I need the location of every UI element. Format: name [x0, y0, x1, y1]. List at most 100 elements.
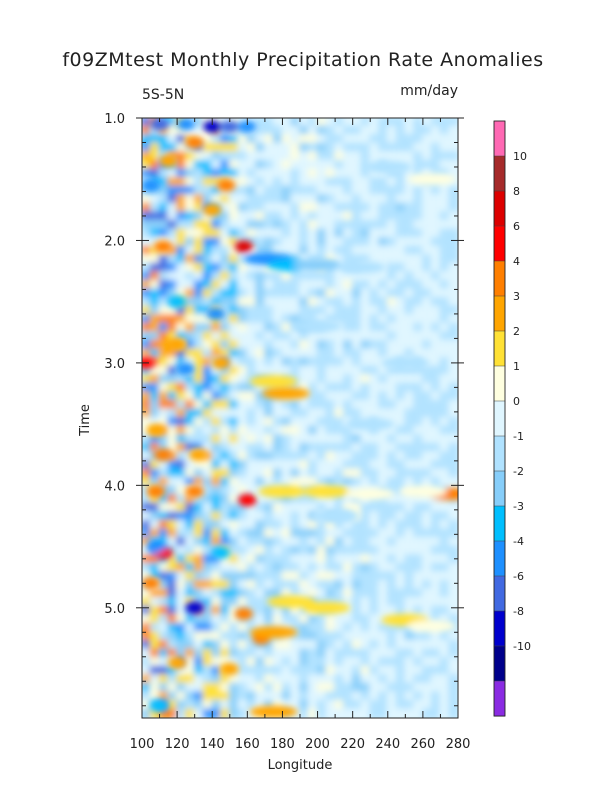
field-cell [334, 579, 345, 591]
field-cell [439, 434, 451, 445]
field-cell [142, 588, 152, 599]
field-cell [167, 331, 179, 342]
field-cell [228, 417, 240, 428]
field-cell [202, 571, 214, 582]
field-cell [246, 194, 258, 205]
field-cell [202, 434, 214, 445]
field-cell [184, 185, 196, 197]
field-cell [413, 305, 424, 317]
field-cell [211, 485, 222, 497]
field-cell [369, 125, 380, 137]
field-cell [142, 408, 152, 419]
field-cell [378, 579, 389, 591]
colorbar-label: -10 [513, 640, 531, 653]
field-cell [281, 237, 293, 248]
field-cell [202, 314, 214, 325]
field-cell [167, 374, 179, 385]
field-cell [202, 254, 214, 265]
field-cell [158, 331, 170, 342]
field-cell [316, 134, 328, 145]
field-cell [167, 194, 179, 205]
field-cell [211, 614, 222, 625]
colorbar-label: -3 [513, 500, 524, 513]
field-cell [448, 202, 458, 214]
field-cell [307, 545, 319, 557]
field-cell [448, 571, 458, 582]
field-cell [202, 245, 214, 257]
field-cell [211, 682, 222, 694]
field-cell [237, 691, 249, 702]
field-cell [176, 194, 187, 205]
field-cell [421, 571, 433, 582]
field-cell [351, 228, 363, 239]
field-cell [263, 118, 275, 128]
field-cell [142, 545, 152, 557]
field-cell [404, 674, 416, 685]
field-cell [167, 665, 179, 677]
field-cell [149, 288, 161, 299]
field-cell [413, 322, 424, 334]
field-cell [281, 365, 293, 377]
field-cell [290, 451, 301, 462]
field-cell [351, 708, 363, 718]
field-cell [263, 477, 275, 488]
field-cell [316, 391, 328, 402]
field-cell [158, 305, 170, 317]
field-cell [395, 194, 407, 205]
field-cell [167, 211, 179, 222]
field-cell [378, 279, 389, 291]
field-cell [342, 151, 354, 162]
field-cell [281, 699, 293, 711]
field-cell [158, 374, 170, 385]
field-cell [211, 674, 222, 685]
field-cell [211, 399, 222, 411]
field-cell [351, 494, 363, 505]
colorbar-swatch [493, 505, 506, 542]
field-cell [299, 699, 310, 711]
field-cell [211, 228, 222, 239]
field-cell [228, 305, 240, 317]
anomaly-feature [261, 387, 310, 400]
field-cell [255, 118, 266, 128]
field-cell [404, 519, 416, 531]
field-cell [193, 262, 205, 274]
field-cell [386, 134, 398, 145]
field-cell [281, 399, 293, 411]
field-cell [176, 254, 187, 265]
field-cell [430, 665, 442, 677]
field-cell [316, 682, 328, 694]
field-cell [325, 502, 337, 514]
field-cell [290, 365, 301, 377]
field-cell [202, 657, 214, 668]
colorbar-swatch [493, 610, 506, 647]
field-cell [351, 459, 363, 471]
field-cell [158, 391, 170, 402]
field-cell [325, 528, 337, 539]
field-cell [334, 245, 345, 257]
field-cell [413, 202, 424, 214]
field-cell [176, 451, 187, 462]
field-cell [404, 657, 416, 668]
field-cell [193, 545, 205, 557]
field-cell [193, 708, 205, 718]
field-cell [448, 322, 458, 334]
field-cell [421, 151, 433, 162]
field-cell [202, 699, 214, 711]
field-cell [430, 185, 442, 197]
field-cell [307, 657, 319, 668]
field-cell [386, 245, 398, 257]
field-cell [386, 151, 398, 162]
field-cell [404, 365, 416, 377]
field-cell [439, 151, 451, 162]
field-cell [369, 614, 380, 625]
field-cell [325, 622, 337, 634]
field-cell [149, 228, 161, 239]
field-cell [167, 708, 179, 718]
field-cell [448, 348, 458, 359]
field-cell [307, 434, 319, 445]
field-cell [184, 699, 196, 711]
field-cell [184, 288, 196, 299]
field-cell [281, 159, 293, 171]
field-cell [342, 348, 354, 359]
field-cell [176, 665, 187, 677]
